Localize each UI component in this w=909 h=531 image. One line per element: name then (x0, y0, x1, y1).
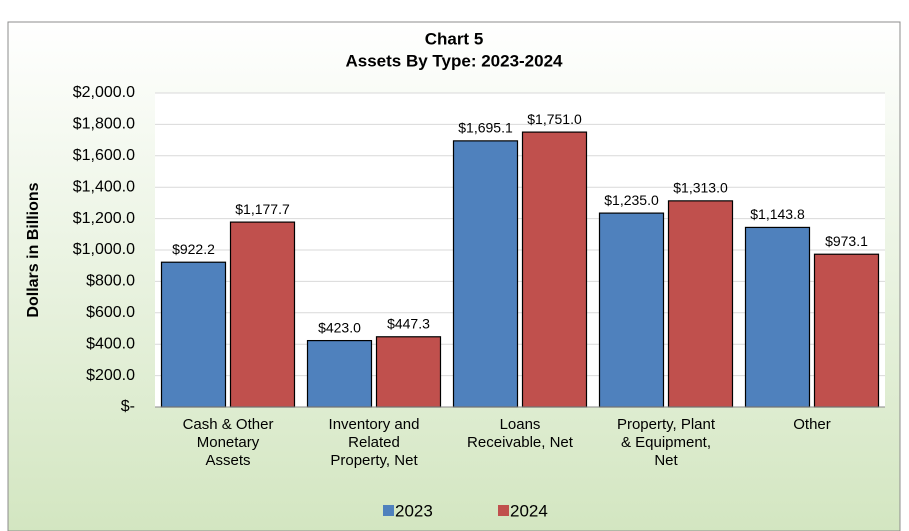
y-tick-label: $1,600.0 (73, 147, 135, 164)
y-tick-label: $1,800.0 (73, 116, 135, 133)
y-axis-label: Dollars in Billions (25, 182, 42, 317)
x-tick-label: Property, Net (330, 452, 418, 469)
x-tick-label: Assets (205, 452, 250, 469)
chart-subtitle: Assets By Type: 2023-2024 (345, 51, 563, 70)
y-tick-label: $800.0 (86, 273, 135, 290)
legend-swatch (498, 505, 509, 516)
legend-swatch (383, 505, 394, 516)
data-label: $1,695.1 (458, 120, 513, 136)
data-label: $1,177.7 (235, 201, 290, 217)
x-tick-label: Other (793, 416, 831, 433)
data-label: $423.0 (318, 319, 361, 335)
data-label: $1,313.0 (673, 180, 728, 196)
legend-label: 2023 (395, 501, 433, 520)
y-tick-label: $1,200.0 (73, 210, 135, 227)
bar (375, 336, 442, 408)
bar (306, 339, 373, 408)
y-tick-label: $600.0 (86, 304, 135, 321)
y-tick-label: $400.0 (86, 335, 135, 352)
data-label: $973.1 (825, 233, 868, 249)
y-tick-label: $2,000.0 (73, 84, 135, 101)
y-tick-label: $200.0 (86, 367, 135, 384)
data-label: $922.2 (172, 241, 215, 257)
bar (160, 261, 227, 408)
bar (667, 200, 734, 408)
chart-title: Chart 5 (425, 29, 484, 48)
x-tick-label: Related (348, 434, 400, 451)
x-tick-label: Loans (500, 416, 541, 433)
bar (813, 253, 880, 408)
y-tick-label: $- (121, 398, 135, 415)
x-tick-label: Inventory and (329, 416, 420, 433)
data-label: $1,235.0 (604, 192, 659, 208)
x-tick-label: & Equipment, (621, 434, 711, 451)
x-tick-label: Property, Plant (617, 416, 716, 433)
bar (229, 221, 296, 408)
x-tick-label: Net (654, 452, 678, 469)
legend-label: 2024 (510, 501, 548, 520)
y-tick-label: $1,400.0 (73, 178, 135, 195)
x-tick-label: Cash & Other (183, 416, 274, 433)
x-tick-label: Receivable, Net (467, 434, 574, 451)
bar (452, 140, 519, 408)
data-label: $1,751.0 (527, 111, 582, 127)
bar (598, 212, 665, 408)
x-tick-label: Monetary (197, 434, 260, 451)
bar (521, 131, 588, 408)
y-tick-label: $1,000.0 (73, 241, 135, 258)
data-label: $447.3 (387, 315, 430, 331)
data-label: $1,143.8 (750, 206, 805, 222)
bar (744, 226, 811, 408)
